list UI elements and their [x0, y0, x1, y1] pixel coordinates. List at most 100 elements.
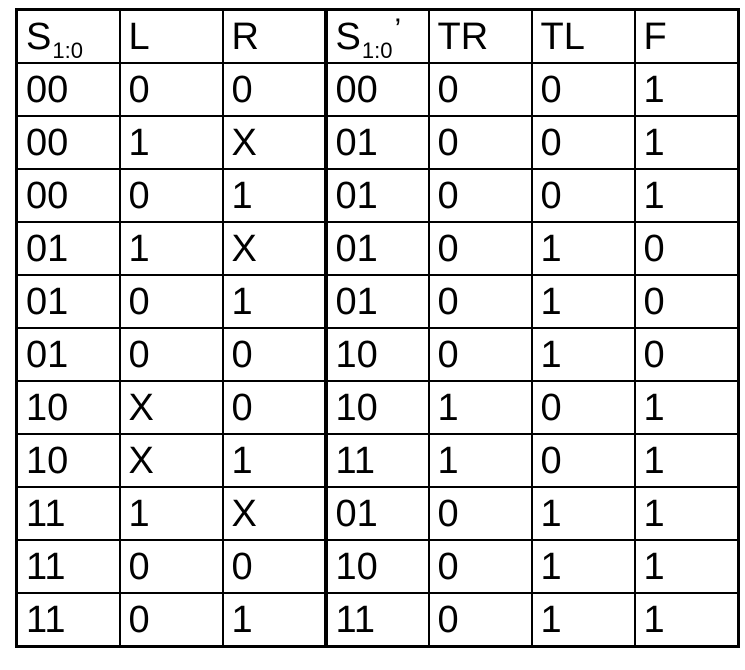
header-f: F	[633, 8, 740, 64]
cell-next-state: 01	[324, 274, 430, 329]
cell-tr: 1	[427, 380, 533, 435]
header-next-state-base: S	[335, 15, 361, 58]
cell-next-state: 11	[324, 433, 430, 488]
cell-f: 1	[633, 433, 740, 488]
cell-current-state: 01	[15, 327, 121, 382]
header-next-state: S1:0’	[324, 8, 430, 64]
table-row: 01 1 X 01 0 1 0	[15, 221, 740, 276]
cell-l: X	[118, 433, 224, 488]
header-current-state: S1:0	[15, 8, 121, 64]
cell-r: 0	[221, 327, 328, 382]
cell-tr: 0	[427, 486, 533, 541]
cell-f: 0	[633, 221, 740, 276]
cell-l: 0	[118, 592, 224, 648]
cell-r: 0	[221, 62, 328, 117]
cell-next-state: 10	[324, 539, 430, 594]
cell-f: 0	[633, 327, 740, 382]
cell-l: 1	[118, 486, 224, 541]
cell-current-state: 00	[15, 115, 121, 170]
header-current-state-base: S	[26, 15, 52, 58]
cell-current-state: 00	[15, 62, 121, 117]
cell-current-state: 11	[15, 539, 121, 594]
cell-f: 1	[633, 115, 740, 170]
cell-next-state: 01	[324, 168, 430, 223]
table-row: 00 1 X 01 0 0 1	[15, 115, 740, 170]
cell-next-state: 10	[324, 380, 430, 435]
cell-r: 1	[221, 433, 328, 488]
header-next-state-prime: ’	[394, 12, 402, 46]
header-l: L	[118, 8, 224, 64]
cell-f: 1	[633, 62, 740, 117]
table-row: 00 0 1 01 0 0 1	[15, 168, 740, 223]
cell-current-state: 01	[15, 274, 121, 329]
cell-tr: 1	[427, 433, 533, 488]
cell-f: 0	[633, 274, 740, 329]
header-current-state-subscript: 1:0	[52, 37, 83, 63]
cell-r: 1	[221, 168, 328, 223]
cell-tr: 0	[427, 168, 533, 223]
cell-tr: 0	[427, 539, 533, 594]
cell-f: 1	[633, 539, 740, 594]
cell-tl: 1	[530, 274, 636, 329]
cell-f: 1	[633, 592, 740, 648]
cell-f: 1	[633, 380, 740, 435]
table-row: 01 0 0 10 0 1 0	[15, 327, 740, 382]
cell-next-state: 01	[324, 115, 430, 170]
cell-r: 1	[221, 592, 328, 648]
cell-l: 0	[118, 274, 224, 329]
cell-tl: 0	[530, 115, 636, 170]
table-row: 00 0 0 00 0 0 1	[15, 62, 740, 117]
table-row: 10 X 1 11 1 0 1	[15, 433, 740, 488]
cell-tr: 0	[427, 221, 533, 276]
table-row: 11 0 0 10 0 1 1	[15, 539, 740, 594]
table-row: 10 X 0 10 1 0 1	[15, 380, 740, 435]
cell-tl: 0	[530, 433, 636, 488]
cell-tl: 1	[530, 327, 636, 382]
cell-l: 1	[118, 221, 224, 276]
header-row: S1:0 L R S1:0’ TR TL F	[15, 8, 740, 64]
cell-tl: 1	[530, 539, 636, 594]
cell-r: X	[221, 221, 328, 276]
cell-tl: 1	[530, 221, 636, 276]
cell-tr: 0	[427, 115, 533, 170]
cell-current-state: 10	[15, 380, 121, 435]
cell-current-state: 11	[15, 486, 121, 541]
header-tl: TL	[530, 8, 636, 64]
header-r: R	[221, 8, 328, 64]
cell-r: 1	[221, 274, 328, 329]
table-row: 01 0 1 01 0 1 0	[15, 274, 740, 329]
cell-l: X	[118, 380, 224, 435]
cell-current-state: 01	[15, 221, 121, 276]
cell-l: 0	[118, 168, 224, 223]
cell-tr: 0	[427, 327, 533, 382]
cell-current-state: 10	[15, 433, 121, 488]
cell-r: X	[221, 115, 328, 170]
cell-l: 1	[118, 115, 224, 170]
cell-l: 0	[118, 539, 224, 594]
cell-tr: 0	[427, 62, 533, 117]
cell-tr: 0	[427, 274, 533, 329]
cell-tl: 1	[530, 592, 636, 648]
cell-next-state: 11	[324, 592, 430, 648]
table-row: 11 0 1 11 0 1 1	[15, 592, 740, 648]
cell-current-state: 11	[15, 592, 121, 648]
cell-l: 0	[118, 327, 224, 382]
cell-r: 0	[221, 380, 328, 435]
cell-f: 1	[633, 486, 740, 541]
table-row: 11 1 X 01 0 1 1	[15, 486, 740, 541]
cell-next-state: 00	[324, 62, 430, 117]
cell-current-state: 00	[15, 168, 121, 223]
cell-f: 1	[633, 168, 740, 223]
cell-tl: 0	[530, 380, 636, 435]
cell-tr: 0	[427, 592, 533, 648]
cell-l: 0	[118, 62, 224, 117]
cell-next-state: 10	[324, 327, 430, 382]
cell-tl: 0	[530, 62, 636, 117]
cell-next-state: 01	[324, 221, 430, 276]
cell-tl: 1	[530, 486, 636, 541]
cell-tl: 0	[530, 168, 636, 223]
state-transition-table: S1:0 L R S1:0’ TR TL F 00 0 0 00 0 0 1 00 1 X 01 0 0…	[15, 8, 740, 648]
cell-r: X	[221, 486, 328, 541]
table-body: 00 0 0 00 0 0 1 00 1 X 01 0 0 1 00 0 1 01 0 0 1 01 1 X 01 0 1 0 01 0 1…	[15, 62, 740, 648]
cell-r: 0	[221, 539, 328, 594]
